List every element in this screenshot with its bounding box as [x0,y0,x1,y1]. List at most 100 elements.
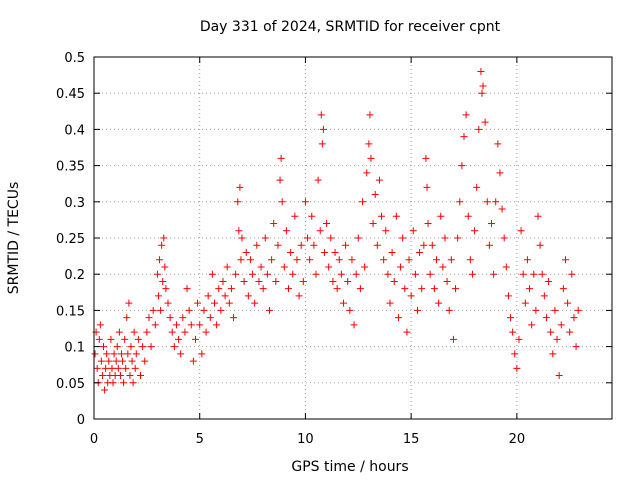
data-point [316,227,324,235]
data-point [120,379,128,387]
data-point [179,314,187,322]
data-point [333,285,341,293]
data-point [433,256,441,264]
data-point [392,212,400,220]
data-point [551,306,559,314]
data-point [542,314,550,322]
data-point [310,241,318,249]
data-point [348,256,356,264]
data-point [161,263,169,271]
data-point [100,343,108,351]
data-point [568,270,576,278]
data-point [159,277,167,285]
data-point [151,321,159,329]
data-point [115,328,123,336]
data-point [409,227,417,235]
data-point [521,299,529,307]
data-point [105,357,113,365]
data-point [331,248,339,256]
data-point [460,133,468,141]
data-point [139,343,147,351]
data-point [215,285,223,293]
data-point [519,270,527,278]
data-point [103,350,111,358]
data-point [240,277,248,285]
data-point [530,270,538,278]
y-tick-label: 0 [77,413,85,428]
data-point [181,328,189,336]
data-point [456,198,464,206]
data-point [344,277,352,285]
data-point [261,234,269,242]
data-point [295,292,303,300]
data-point [235,227,243,235]
data-point [454,234,462,242]
data-point [126,372,134,380]
data-point [304,234,312,242]
data-point [93,364,101,372]
data-point [443,277,451,285]
data-point [244,292,252,300]
data-point [420,241,428,249]
data-point [523,256,531,264]
data-point [545,277,553,285]
data-point [287,248,295,256]
data-point [157,306,165,314]
y-tick-label: 0.15 [56,304,85,319]
data-point [166,314,174,322]
data-point [141,357,149,365]
data-point [439,263,447,271]
data-point [327,234,335,242]
data-point [289,270,297,278]
x-tick-label: 15 [403,432,420,447]
data-point [198,350,206,358]
data-point [464,212,472,220]
data-point [549,350,557,358]
data-point [246,256,254,264]
data-point [540,292,548,300]
data-point [242,248,250,256]
data-point [121,335,129,343]
data-point [129,379,137,387]
data-point [532,306,540,314]
data-point [112,357,120,365]
data-point [91,350,99,358]
data-point [194,299,202,307]
data-point [500,234,508,242]
data-point [346,306,354,314]
data-point [98,372,106,380]
data-point [223,263,231,271]
data-point [301,198,309,206]
data-point [257,263,265,271]
data-point [492,198,500,206]
data-point [365,140,373,148]
data-point [134,335,142,343]
data-point [337,270,345,278]
data-point [110,350,118,358]
data-point [285,285,293,293]
data-points [91,67,582,394]
data-point [359,198,367,206]
data-point [426,270,434,278]
data-point [466,256,474,264]
data-point [572,343,580,351]
data-point [422,154,430,162]
data-point [561,256,569,264]
data-point [361,263,369,271]
data-point [413,306,421,314]
x-tick-label: 20 [509,432,526,447]
data-point [356,285,364,293]
data-point [164,299,172,307]
data-point [513,364,521,372]
data-point [352,270,360,278]
data-point [528,321,536,329]
data-point [458,162,466,170]
data-point [430,285,438,293]
data-point [335,256,343,264]
data-point [162,285,170,293]
data-point [378,212,386,220]
data-point [477,67,485,75]
data-point [219,277,227,285]
